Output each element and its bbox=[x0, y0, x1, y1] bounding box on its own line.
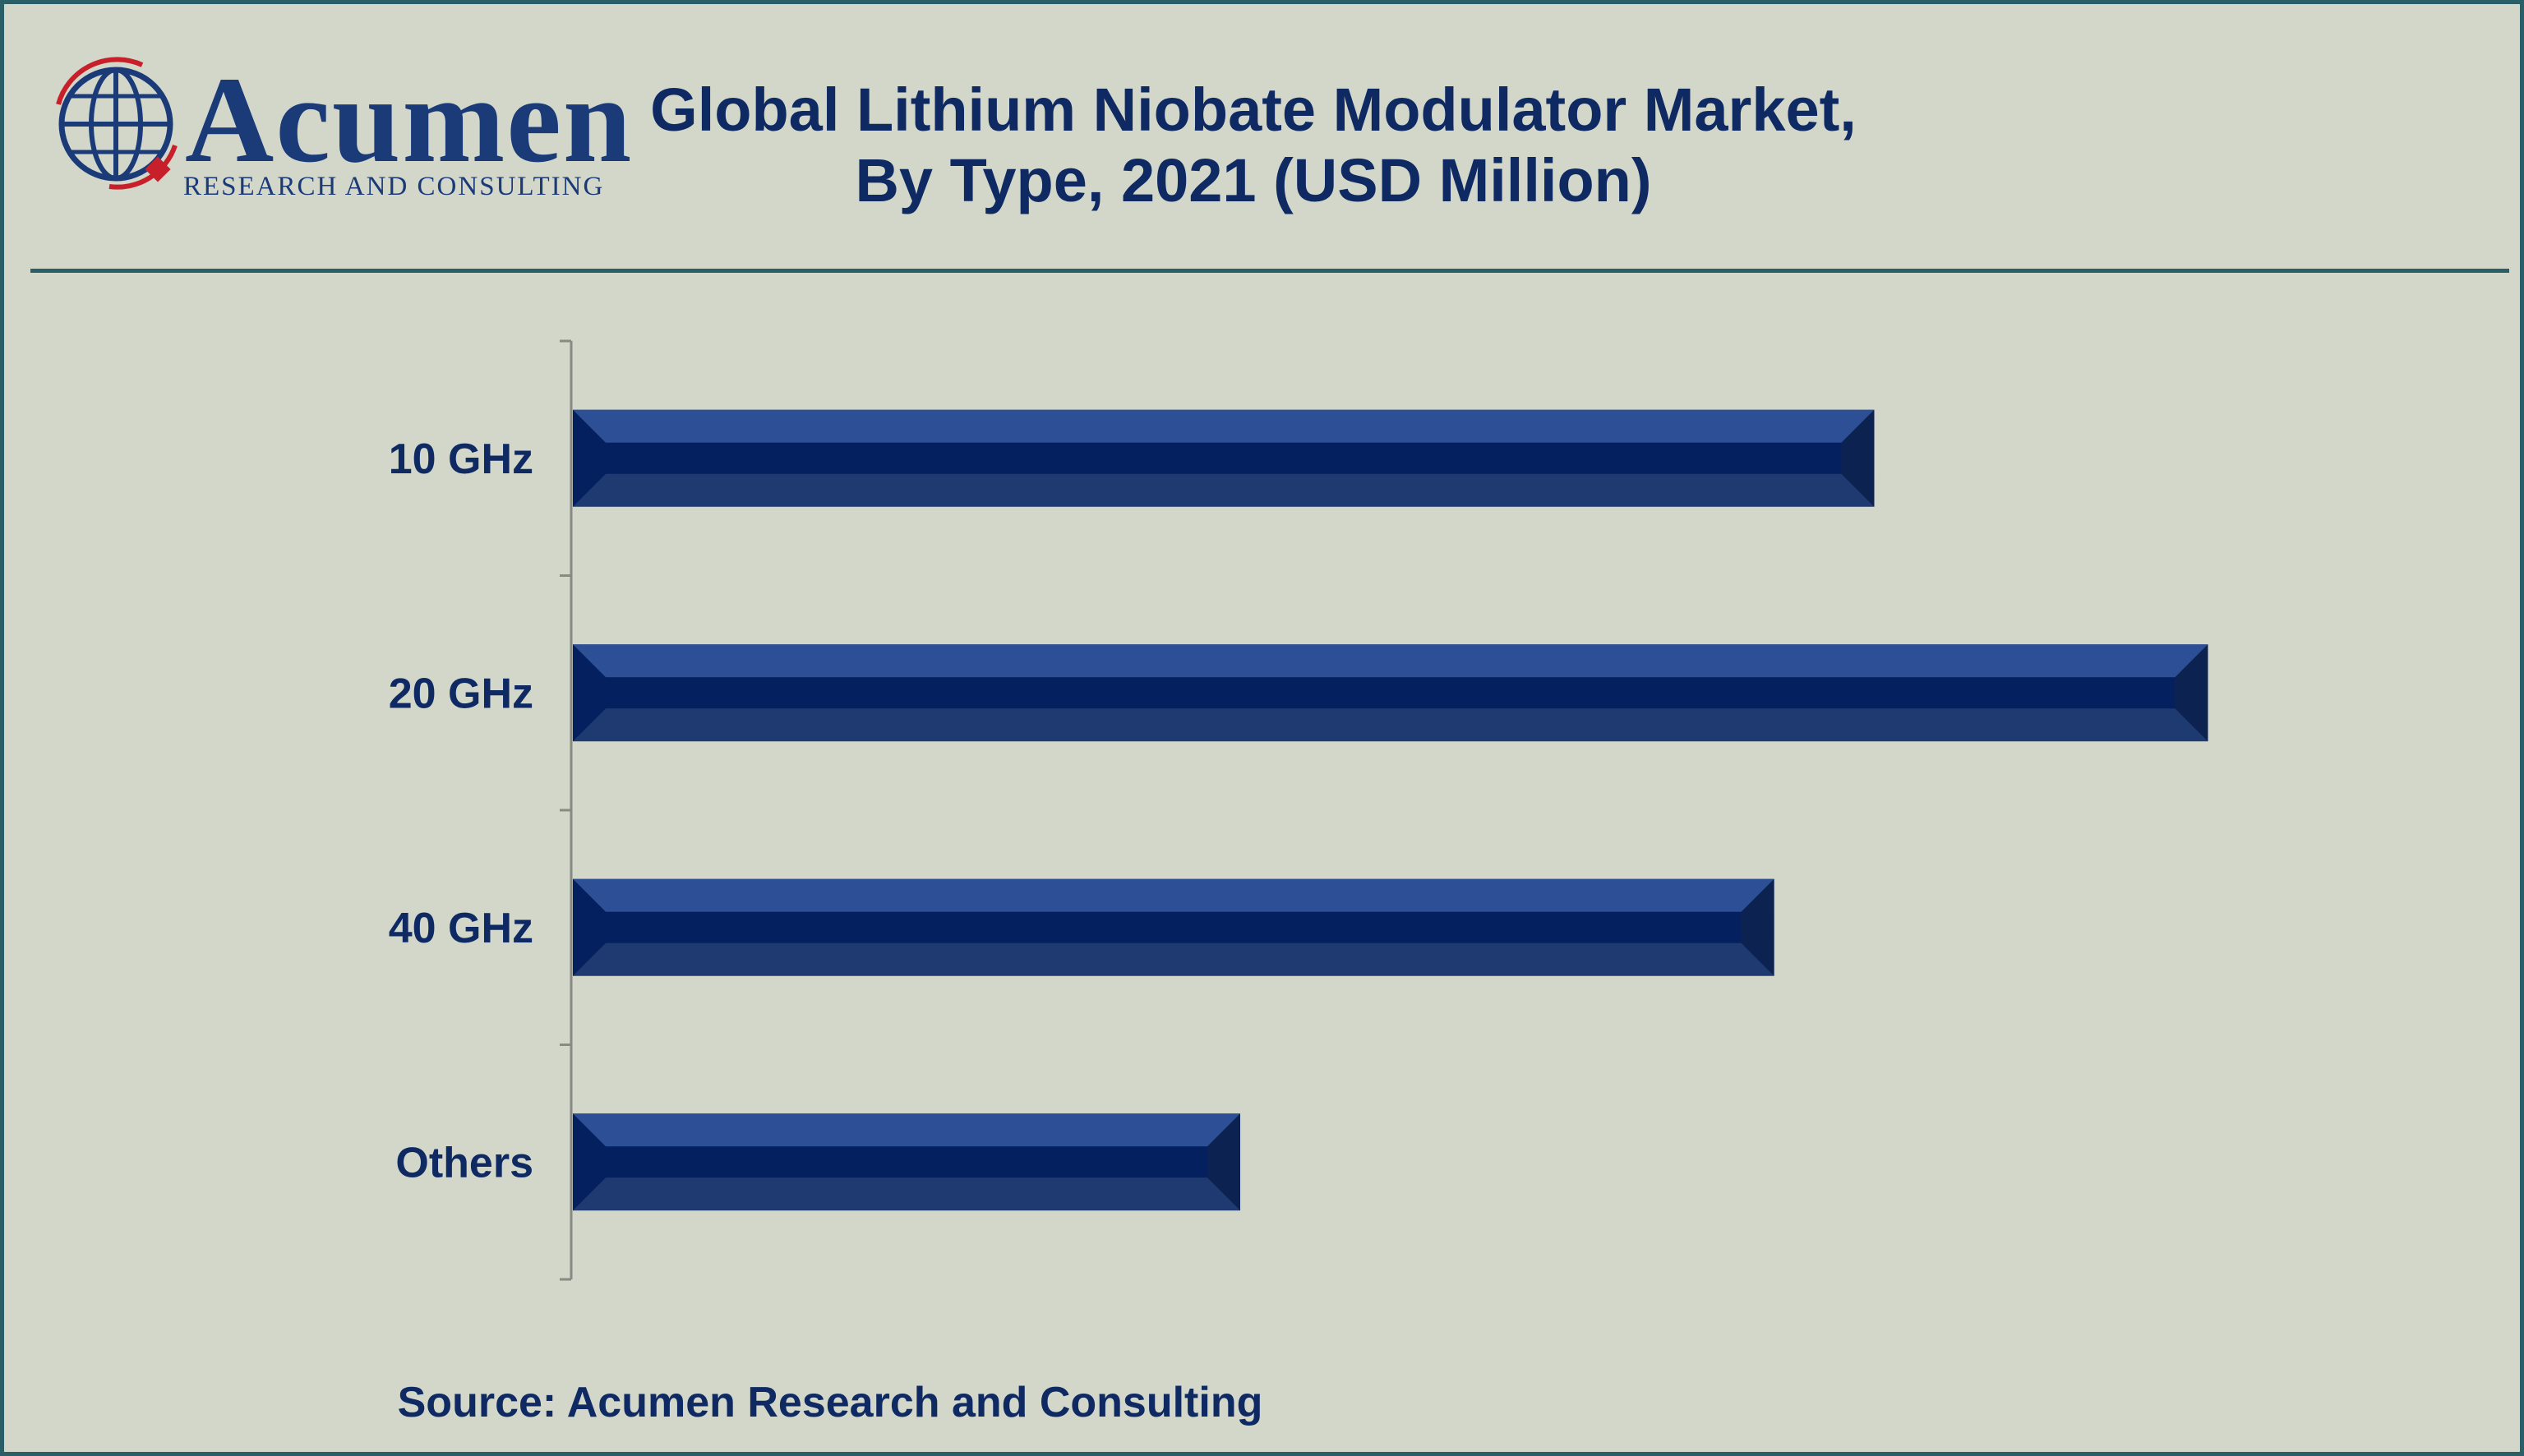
source-note: Source: Acumen Research and Consulting bbox=[397, 1379, 1263, 1426]
bar-end-cap bbox=[1207, 1113, 1240, 1211]
category-label: Others bbox=[395, 1139, 533, 1186]
acumen-logo: Acumen RESEARCH AND CONSULTING bbox=[52, 55, 631, 211]
category-label: 10 GHz bbox=[389, 435, 533, 483]
bar-middle bbox=[606, 911, 1742, 943]
logo-tagline: RESEARCH AND CONSULTING bbox=[183, 172, 605, 201]
bar-top-bevel bbox=[573, 878, 1774, 912]
bar-end-cap bbox=[1841, 409, 1875, 507]
logo-wordmark: Acumen bbox=[185, 52, 634, 188]
bar-left-bevel bbox=[573, 878, 606, 976]
bar-middle bbox=[606, 1146, 1207, 1178]
chart-title-line-1: Global Lithium Niobate Modulator Market, bbox=[650, 76, 1857, 144]
bar-others bbox=[573, 1113, 1240, 1211]
bar-middle bbox=[606, 677, 2176, 709]
bar-40-ghz bbox=[573, 878, 1774, 976]
bar-left-bevel bbox=[573, 409, 606, 507]
header-divider bbox=[30, 269, 2509, 273]
bar-top-bevel bbox=[573, 409, 1875, 443]
bar-end-cap bbox=[2175, 644, 2208, 742]
bar-left-bevel bbox=[573, 644, 606, 742]
chart-title: Global Lithium Niobate Modulator Market,… bbox=[530, 75, 1977, 216]
bar-10-ghz bbox=[573, 409, 1875, 507]
bar-left-bevel bbox=[573, 1113, 606, 1211]
category-label: 20 GHz bbox=[389, 670, 533, 717]
bar-middle bbox=[606, 442, 1842, 474]
bar-end-cap bbox=[1741, 878, 1774, 976]
bar-20-ghz bbox=[573, 644, 2208, 742]
bar-chart: 10 GHz 20 GHz 40 GHz Others bbox=[389, 339, 2208, 1281]
globe-icon bbox=[56, 57, 178, 190]
chart-title-line-2: By Type, 2021 (USD Million) bbox=[855, 146, 1652, 214]
bar-top-bevel bbox=[573, 644, 2208, 678]
category-label: 40 GHz bbox=[389, 905, 533, 952]
bar-top-bevel bbox=[573, 1113, 1240, 1147]
